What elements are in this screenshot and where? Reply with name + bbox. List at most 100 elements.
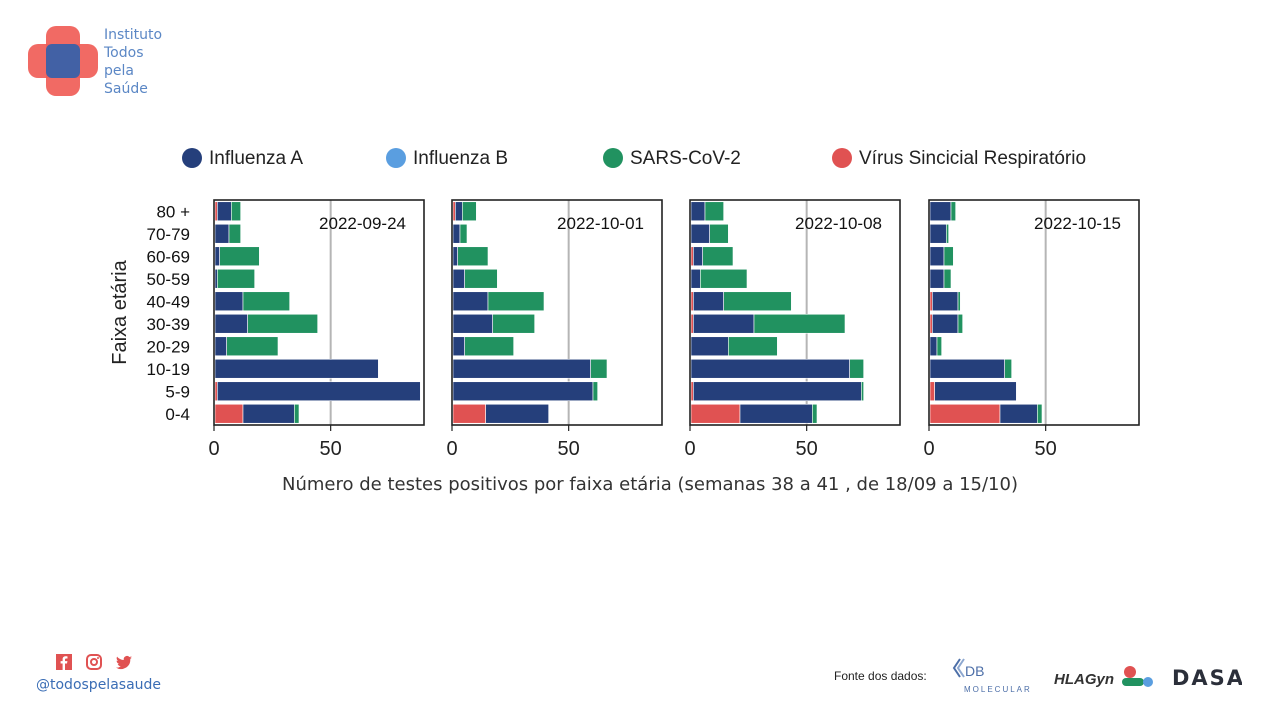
bar-segment bbox=[217, 381, 421, 402]
bar-segment bbox=[943, 246, 954, 267]
bar-segment bbox=[1037, 403, 1043, 424]
y-tick-label: 5-9 bbox=[165, 382, 190, 401]
logo-cross-center bbox=[46, 44, 80, 78]
bar-segment bbox=[700, 268, 748, 289]
bar-segment bbox=[214, 313, 248, 334]
bar-segment bbox=[690, 336, 729, 357]
data-source-label: Fonte dos dados: bbox=[834, 669, 927, 683]
bar-segment bbox=[242, 403, 295, 424]
panel-frame bbox=[451, 199, 663, 426]
bar-segment bbox=[946, 223, 949, 244]
bar-segment bbox=[592, 381, 598, 402]
bar-segment bbox=[214, 291, 244, 312]
bar-segment bbox=[464, 336, 514, 357]
bar-segment bbox=[214, 201, 218, 222]
bar-segment bbox=[753, 313, 846, 334]
bar-segment bbox=[228, 223, 241, 244]
age-group-chart: Influenza A Influenza B SARS-CoV-2 Vírus Si… bbox=[109, 148, 1140, 495]
bar-segment bbox=[690, 381, 694, 402]
legend-label: Influenza B bbox=[413, 148, 508, 169]
x-tick-label: 50 bbox=[320, 438, 342, 460]
bar-segment bbox=[690, 403, 741, 424]
svg-text:DB: DB bbox=[965, 663, 984, 679]
bar-segment bbox=[950, 201, 956, 222]
y-tick-label: 80 + bbox=[156, 202, 190, 221]
y-tick-label: 40-49 bbox=[147, 292, 190, 311]
bar-segment bbox=[929, 201, 952, 222]
y-tick-label: 60-69 bbox=[147, 247, 190, 266]
bar-segment bbox=[739, 403, 813, 424]
bar-segment bbox=[690, 246, 694, 267]
bar-segment bbox=[462, 201, 477, 222]
panel-frame bbox=[213, 199, 425, 426]
bar-segment bbox=[217, 201, 232, 222]
bar-segment bbox=[452, 201, 456, 222]
x-tick-label: 50 bbox=[1035, 438, 1057, 460]
y-tick-label: 50-59 bbox=[147, 270, 190, 289]
y-tick-label: 70-79 bbox=[147, 225, 190, 244]
x-tick-label: 50 bbox=[558, 438, 580, 460]
dasa-logo: DASA bbox=[1172, 666, 1242, 690]
social-handle[interactable]: @todospelasaude bbox=[36, 677, 162, 693]
bar-segment bbox=[452, 313, 493, 334]
bar-segment bbox=[709, 223, 729, 244]
panel-date-label: 2022-10-01 bbox=[557, 214, 644, 233]
bar-segment bbox=[690, 291, 694, 312]
bar-segment bbox=[929, 381, 935, 402]
bar-segment bbox=[459, 223, 468, 244]
bar-segment bbox=[214, 223, 230, 244]
bar-segment bbox=[932, 313, 959, 334]
bar-segment bbox=[693, 291, 724, 312]
bar-segment bbox=[464, 268, 498, 289]
bar-segment bbox=[861, 381, 864, 402]
bar-segment bbox=[999, 403, 1038, 424]
y-axis-title: Faixa etária bbox=[109, 259, 131, 364]
legend-marker bbox=[832, 148, 852, 168]
bar-segment bbox=[217, 268, 255, 289]
legend-label: SARS-CoV-2 bbox=[630, 148, 741, 169]
bar-segment bbox=[849, 358, 864, 379]
bar-segment bbox=[214, 336, 227, 357]
bar-segment bbox=[704, 201, 724, 222]
x-tick-label: 50 bbox=[796, 438, 818, 460]
social-icons bbox=[56, 654, 132, 670]
bar-segment bbox=[242, 291, 290, 312]
bar-segment bbox=[452, 403, 486, 424]
logo-line: Todos bbox=[104, 45, 144, 61]
twitter-icon[interactable] bbox=[116, 654, 132, 670]
bar-segment bbox=[214, 381, 218, 402]
bar-segment bbox=[231, 201, 241, 222]
panel-frame bbox=[928, 199, 1140, 426]
bar-segment bbox=[929, 223, 947, 244]
bar-segment bbox=[723, 291, 792, 312]
bar-segment bbox=[487, 291, 545, 312]
panel-date-label: 2022-10-08 bbox=[795, 214, 882, 233]
bar-segment bbox=[693, 381, 862, 402]
bar-segment bbox=[690, 223, 710, 244]
svg-text:HLAGyn: HLAGyn bbox=[1054, 671, 1114, 688]
x-axis-title: Número de testes positivos por faixa etá… bbox=[282, 474, 1018, 495]
bar-segment bbox=[214, 246, 220, 267]
bar-segment bbox=[452, 358, 591, 379]
bar-segment bbox=[1004, 358, 1012, 379]
bar-segment bbox=[214, 358, 379, 379]
bar-segment bbox=[452, 381, 594, 402]
instituto-logo bbox=[28, 26, 98, 96]
legend-marker bbox=[603, 148, 623, 168]
instagram-icon[interactable] bbox=[86, 654, 102, 670]
panel-date-label: 2022-09-24 bbox=[319, 214, 406, 233]
bar-segment bbox=[929, 291, 933, 312]
facebook-icon[interactable] bbox=[56, 654, 72, 670]
bar-segment bbox=[943, 268, 952, 289]
bar-segment bbox=[932, 291, 959, 312]
legend-marker bbox=[182, 148, 202, 168]
bar-segment bbox=[452, 268, 465, 289]
bar-segment bbox=[247, 313, 318, 334]
bar-segment bbox=[452, 291, 489, 312]
bar-segment bbox=[690, 268, 701, 289]
bar-segment bbox=[485, 403, 549, 424]
bar-segment bbox=[936, 336, 942, 357]
bar-segment bbox=[690, 358, 850, 379]
bar-segment bbox=[929, 336, 938, 357]
bar-segment bbox=[214, 403, 244, 424]
